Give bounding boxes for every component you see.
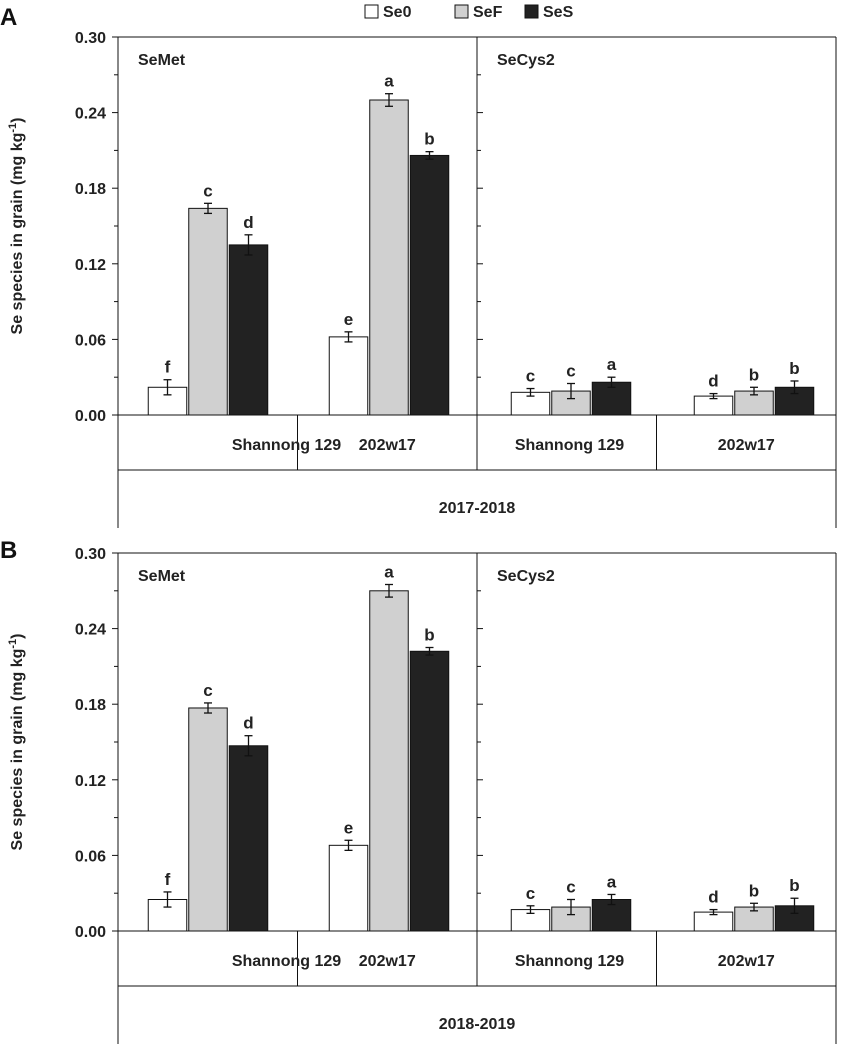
group-label: SeCys2: [497, 568, 555, 585]
legend-swatch-se0: [364, 4, 379, 19]
significance-letter: c: [566, 878, 575, 897]
category-label: Shannong 129: [515, 437, 624, 454]
significance-letter: c: [203, 181, 212, 200]
significance-letter: b: [749, 881, 759, 900]
bar-sef: [369, 99, 409, 416]
significance-letter: d: [243, 213, 253, 232]
y-tick-label: 0.18: [75, 181, 106, 198]
year-label: 2018-2019: [439, 1016, 516, 1033]
significance-letter: d: [708, 888, 718, 907]
bar-sef: [188, 207, 228, 416]
legend: Se0 SeF SeS: [364, 4, 574, 21]
bar-ses: [228, 745, 269, 932]
significance-letter: b: [789, 359, 799, 378]
significance-letter: a: [607, 872, 617, 891]
category-label: 202w17: [718, 953, 775, 970]
group-label: SeMet: [138, 568, 186, 585]
panel-letter: A: [0, 4, 17, 31]
y-axis-label: Se species in grain (mg kg-1): [7, 634, 26, 851]
y-tick-label: 0.06: [75, 848, 106, 865]
bar-ses: [409, 154, 450, 416]
bar-ses: [409, 650, 450, 932]
category-label: Shannong 129: [232, 953, 341, 970]
significance-letter: a: [384, 563, 394, 582]
y-tick-label: 0.00: [75, 924, 106, 941]
y-tick-label: 0.24: [75, 622, 106, 639]
significance-letter: d: [708, 372, 718, 391]
significance-letter: c: [203, 681, 212, 700]
legend-swatch-ses: [524, 4, 539, 19]
y-tick-label: 0.12: [75, 773, 106, 790]
y-tick-label: 0.12: [75, 257, 106, 274]
bar-sef: [188, 707, 228, 932]
category-label: 202w17: [359, 437, 416, 454]
legend-label-sef: SeF: [473, 4, 503, 21]
bar-sef: [369, 590, 409, 932]
y-axis-label: Se species in grain (mg kg-1): [7, 118, 26, 335]
panel-a: A Se species in grain (mg kg-1) 0.00 0.06 0.…: [0, 4, 837, 528]
significance-letter: c: [566, 362, 575, 381]
panel-b: B Se species in grain (mg kg-1) 0.00 0.06 0.…: [0, 537, 837, 1044]
significance-letter: b: [749, 365, 759, 384]
significance-letter: b: [424, 626, 434, 645]
bar-se0: [328, 844, 369, 932]
legend-label-se0: Se0: [383, 4, 412, 21]
group-label: SeMet: [138, 52, 186, 69]
significance-letter: f: [165, 358, 171, 377]
year-label: 2017-2018: [439, 500, 516, 517]
y-tick-label: 0.24: [75, 106, 106, 123]
y-tick-label: 0.30: [75, 30, 106, 47]
legend-swatch-sef: [454, 4, 469, 19]
group-label: SeCys2: [497, 52, 555, 69]
y-tick-label: 0.06: [75, 332, 106, 349]
significance-letter: f: [165, 870, 171, 889]
category-label: Shannong 129: [232, 437, 341, 454]
category-label: Shannong 129: [515, 953, 624, 970]
significance-letter: e: [344, 310, 353, 329]
category-label: 202w17: [718, 437, 775, 454]
bar-ses: [228, 244, 269, 416]
significance-letter: a: [607, 355, 617, 374]
significance-letter: c: [526, 367, 535, 386]
significance-letter: c: [526, 884, 535, 903]
legend-label-ses: SeS: [543, 4, 574, 21]
y-tick-label: 0.18: [75, 697, 106, 714]
significance-letter: d: [243, 714, 253, 733]
y-tick-label: 0.00: [75, 408, 106, 425]
panel-letter: B: [0, 537, 17, 564]
significance-letter: b: [424, 130, 434, 149]
y-tick-label: 0.30: [75, 546, 106, 563]
significance-letter: b: [789, 876, 799, 895]
significance-letter: e: [344, 818, 353, 837]
significance-letter: a: [384, 72, 394, 91]
bar-se0: [328, 336, 369, 416]
category-label: 202w17: [359, 953, 416, 970]
